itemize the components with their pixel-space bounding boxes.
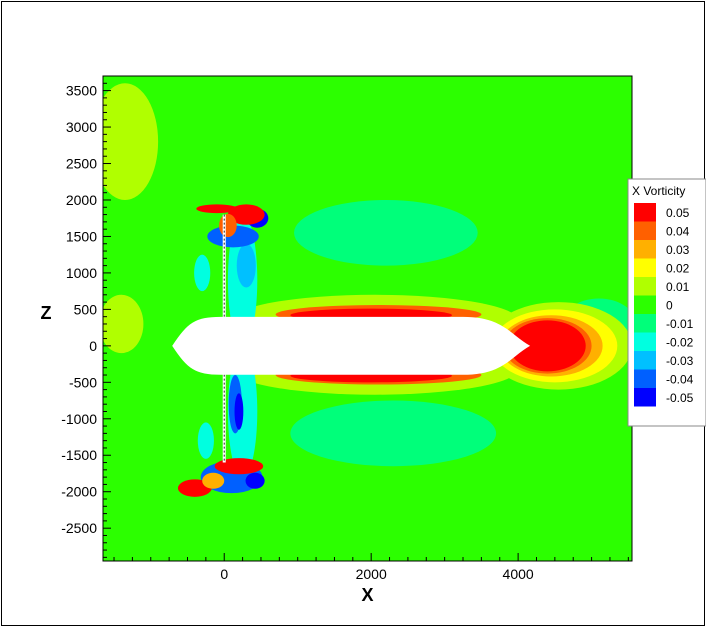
y-tick-label: 3500 <box>66 83 97 99</box>
contour-field <box>103 76 632 561</box>
legend-swatch <box>634 369 656 388</box>
vorticity-region <box>234 393 244 430</box>
y-tick-label: 1500 <box>66 228 97 244</box>
legend-swatch <box>634 240 656 259</box>
vorticity-region <box>197 422 214 459</box>
legend-swatch <box>634 332 656 351</box>
y-tick-label: -2000 <box>61 484 97 500</box>
legend-label: 0.01 <box>666 280 690 294</box>
legend-label: 0.04 <box>666 225 690 239</box>
axes: 0 2000 4000 3500 3000 2500 2000 1500 1000 500 0 -50… <box>61 75 629 582</box>
legend-swatch <box>634 203 656 222</box>
y-tick-label: 1000 <box>66 265 97 281</box>
legend-label: -0.04 <box>666 373 694 387</box>
legend-swatch <box>634 277 656 296</box>
legend-swatch <box>634 314 656 333</box>
colorbar-legend: X Vorticity 0.05 0.04 0.03 0.02 0.01 0 -0.01 -0… <box>627 178 707 427</box>
legend-swatch <box>634 351 656 370</box>
legend-label: 0 <box>666 299 673 313</box>
legend-label: 0.02 <box>666 262 690 276</box>
vorticity-region <box>202 472 225 489</box>
y-tick-label: -1000 <box>61 411 97 427</box>
y-axis-label: Z <box>41 303 52 323</box>
y-tick-label: -1500 <box>61 447 97 463</box>
vorticity-region <box>245 472 265 489</box>
vorticity-region <box>214 458 264 475</box>
x-tick-label: 4000 <box>503 566 534 582</box>
y-tick-label: 500 <box>74 301 98 317</box>
vorticity-region <box>290 400 497 467</box>
legend-swatch <box>634 295 656 314</box>
legend-label: 0.03 <box>666 243 690 257</box>
legend-label: -0.02 <box>666 336 694 350</box>
y-tick-label: 0 <box>89 338 97 354</box>
vorticity-region <box>194 254 211 292</box>
y-tick-label: 2000 <box>66 192 97 208</box>
x-tick-label: 2000 <box>356 566 387 582</box>
x-axis-label: X <box>361 585 373 605</box>
vorticity-region <box>196 204 238 214</box>
legend-swatch <box>634 388 656 407</box>
vorticity-region <box>294 199 478 266</box>
legend-label: -0.01 <box>666 317 694 331</box>
vorticity-region <box>236 243 256 288</box>
vorticity-region <box>509 320 586 372</box>
vorticity-region <box>227 204 265 225</box>
y-tick-label: 3000 <box>66 119 97 135</box>
legend-label: -0.05 <box>666 391 694 405</box>
x-tick-label: 0 <box>220 566 228 582</box>
legend-title: X Vorticity <box>632 184 685 198</box>
legend-swatch <box>634 221 656 240</box>
legend-label: -0.03 <box>666 354 694 368</box>
hull-body <box>172 316 531 375</box>
legend-swatch <box>634 258 656 277</box>
vorticity-region <box>219 213 237 238</box>
y-tick-label: 2500 <box>66 156 97 172</box>
vorticity-region <box>103 294 144 354</box>
legend-label: 0.05 <box>666 206 690 220</box>
y-tick-label: -500 <box>69 374 97 390</box>
y-tick-label: -2500 <box>61 520 97 536</box>
vorticity-region <box>103 83 159 200</box>
